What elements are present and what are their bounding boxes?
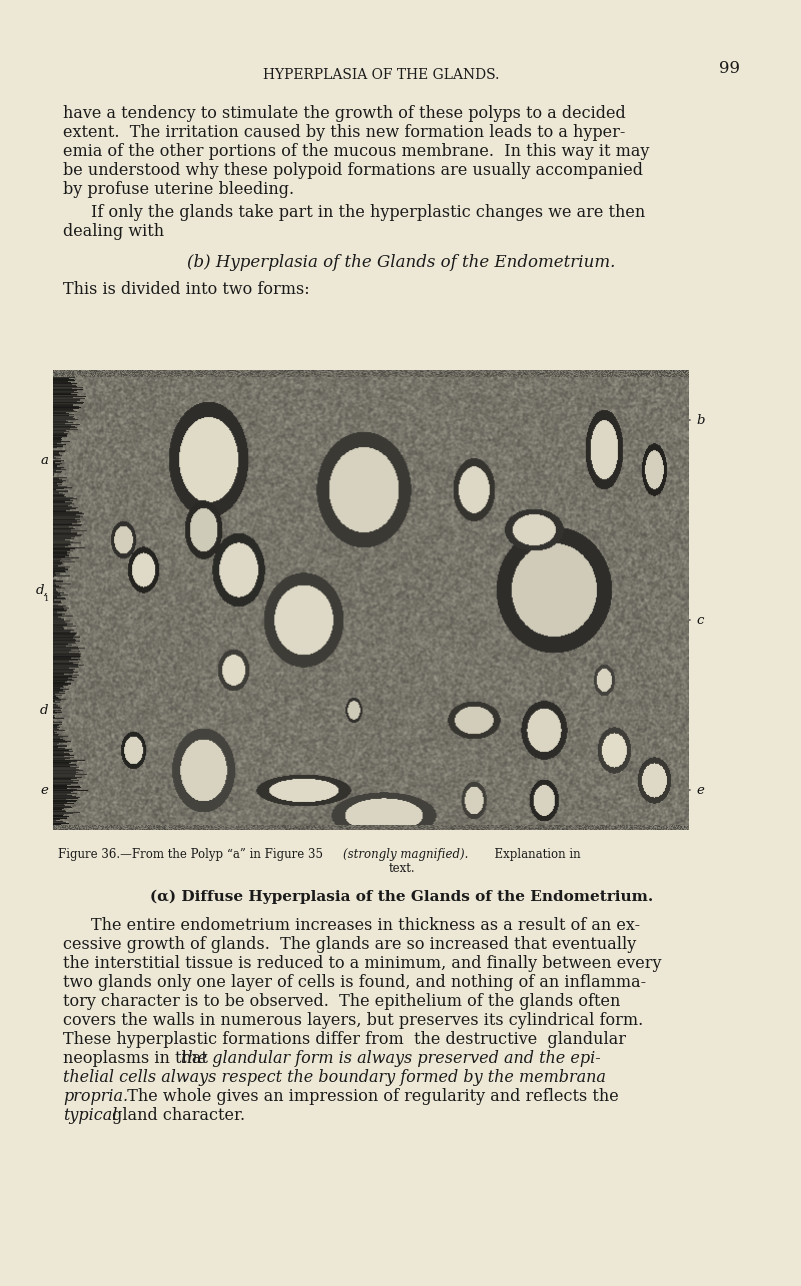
Text: 1: 1	[43, 595, 49, 603]
Text: The whole gives an impression of regularity and reflects the: The whole gives an impression of regular…	[117, 1088, 618, 1105]
Text: e: e	[40, 783, 48, 796]
Text: (strongly magnified).: (strongly magnified).	[343, 847, 469, 862]
Text: emia of the other portions of the mucous membrane.  In this way it may: emia of the other portions of the mucous…	[63, 143, 650, 159]
Text: a: a	[40, 454, 48, 467]
Text: thelial cells always respect the boundary formed by the membrana: thelial cells always respect the boundar…	[63, 1069, 606, 1085]
Text: the glandular form is always preserved and the epi-: the glandular form is always preserved a…	[181, 1049, 601, 1067]
Text: These hyperplastic formations differ from  the destructive  glandular: These hyperplastic formations differ fro…	[63, 1031, 626, 1048]
Text: the interstitial tissue is reduced to a minimum, and finally between every: the interstitial tissue is reduced to a …	[63, 955, 662, 972]
Text: d,: d,	[35, 584, 48, 597]
Text: gland character.: gland character.	[107, 1107, 245, 1124]
Text: Figure 36.—From the Polyp “a” in Figure 35: Figure 36.—From the Polyp “a” in Figure …	[58, 847, 327, 862]
Text: 99: 99	[719, 60, 740, 77]
Text: by profuse uterine bleeding.: by profuse uterine bleeding.	[63, 181, 294, 198]
Text: dealing with: dealing with	[63, 222, 164, 240]
Text: covers the walls in numerous layers, but preserves its cylindrical form.: covers the walls in numerous layers, but…	[63, 1012, 643, 1029]
Text: d: d	[39, 703, 48, 716]
Text: HYPERPLASIA OF THE GLANDS.: HYPERPLASIA OF THE GLANDS.	[264, 68, 500, 82]
Text: two glands only one layer of cells is found, and nothing of an inflamma-: two glands only one layer of cells is fo…	[63, 974, 646, 992]
Text: propria.: propria.	[63, 1088, 128, 1105]
Text: Explanation in: Explanation in	[487, 847, 581, 862]
Text: neoplasms in that: neoplasms in that	[63, 1049, 213, 1067]
Text: c: c	[696, 613, 703, 626]
Text: b: b	[696, 414, 705, 427]
Text: (b) Hyperplasia of the Glands of the Endometrium.: (b) Hyperplasia of the Glands of the End…	[187, 255, 616, 271]
Text: cessive growth of glands.  The glands are so increased that eventually: cessive growth of glands. The glands are…	[63, 936, 636, 953]
Text: e: e	[696, 783, 704, 796]
Text: text.: text.	[388, 862, 415, 874]
Text: be understood why these polypoid formations are usually accompanied: be understood why these polypoid formati…	[63, 162, 643, 179]
Text: The entire endometrium increases in thickness as a result of an ex-: The entire endometrium increases in thic…	[91, 917, 640, 934]
Text: If only the glands take part in the hyperplastic changes we are then: If only the glands take part in the hype…	[91, 204, 646, 221]
Text: This is divided into two forms:: This is divided into two forms:	[63, 282, 310, 298]
Text: extent.  The irritation caused by this new formation leads to a hyper-: extent. The irritation caused by this ne…	[63, 123, 626, 141]
Text: typical: typical	[63, 1107, 118, 1124]
Text: (α) Diffuse Hyperplasia of the Glands of the Endometrium.: (α) Diffuse Hyperplasia of the Glands of…	[150, 890, 653, 904]
Text: have a tendency to stimulate the growth of these polyps to a decided: have a tendency to stimulate the growth …	[63, 105, 626, 122]
Text: tory character is to be observed.  The epithelium of the glands often: tory character is to be observed. The ep…	[63, 993, 621, 1010]
